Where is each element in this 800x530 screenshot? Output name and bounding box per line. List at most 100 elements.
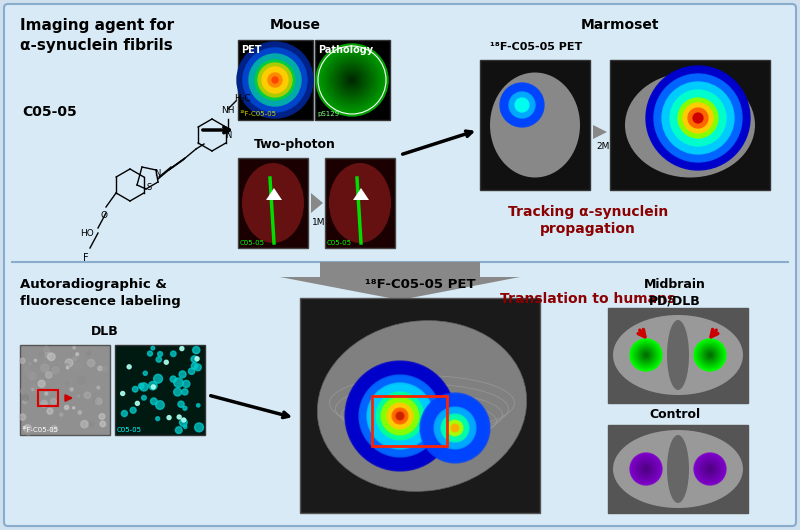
Circle shape — [696, 341, 724, 369]
Circle shape — [348, 76, 356, 84]
Ellipse shape — [667, 320, 689, 390]
Circle shape — [392, 408, 408, 424]
Circle shape — [73, 407, 74, 409]
Circle shape — [133, 386, 138, 392]
Circle shape — [178, 401, 184, 408]
Text: Mouse: Mouse — [270, 18, 321, 32]
Circle shape — [636, 345, 656, 365]
Circle shape — [332, 60, 372, 100]
Circle shape — [698, 343, 722, 367]
Circle shape — [350, 78, 354, 82]
Circle shape — [433, 406, 477, 450]
Circle shape — [150, 398, 157, 404]
Circle shape — [191, 356, 198, 363]
Circle shape — [709, 468, 711, 470]
Circle shape — [66, 383, 68, 385]
Circle shape — [372, 388, 428, 444]
Circle shape — [703, 348, 717, 362]
Circle shape — [255, 60, 295, 100]
Circle shape — [521, 104, 523, 106]
Circle shape — [647, 67, 749, 169]
Circle shape — [256, 61, 294, 99]
Circle shape — [699, 458, 721, 480]
Circle shape — [170, 376, 176, 382]
Circle shape — [246, 51, 304, 109]
Circle shape — [658, 78, 738, 158]
Circle shape — [697, 342, 723, 368]
Circle shape — [662, 82, 734, 154]
Text: Translation to humans: Translation to humans — [500, 292, 675, 306]
Circle shape — [182, 389, 188, 395]
Circle shape — [645, 468, 647, 470]
Circle shape — [674, 94, 722, 142]
Circle shape — [454, 427, 456, 429]
Circle shape — [156, 417, 160, 421]
Circle shape — [440, 413, 470, 443]
Circle shape — [699, 344, 721, 366]
Ellipse shape — [667, 435, 689, 503]
Circle shape — [359, 375, 441, 457]
Circle shape — [437, 410, 473, 446]
Polygon shape — [266, 188, 282, 200]
Circle shape — [151, 346, 154, 350]
Circle shape — [676, 96, 720, 140]
Circle shape — [260, 65, 290, 95]
Circle shape — [263, 68, 287, 92]
Text: pS129: pS129 — [317, 111, 339, 117]
Text: C05-05: C05-05 — [327, 240, 352, 246]
Circle shape — [634, 457, 658, 481]
Circle shape — [444, 417, 466, 439]
Circle shape — [685, 105, 711, 131]
Circle shape — [194, 364, 202, 371]
Circle shape — [645, 354, 647, 356]
Circle shape — [251, 56, 299, 104]
Text: C05-05: C05-05 — [117, 427, 142, 433]
Circle shape — [252, 57, 298, 103]
Circle shape — [170, 351, 176, 357]
Text: ¹⁸F-C05-05: ¹⁸F-C05-05 — [240, 111, 277, 117]
Circle shape — [428, 401, 482, 455]
Circle shape — [677, 97, 719, 139]
Bar — [238, 40, 313, 120]
Circle shape — [197, 404, 200, 407]
Circle shape — [45, 352, 51, 358]
Circle shape — [20, 358, 25, 364]
Circle shape — [369, 385, 431, 447]
Circle shape — [393, 409, 407, 423]
Circle shape — [75, 363, 82, 369]
Circle shape — [698, 457, 722, 481]
Text: H₃C: H₃C — [234, 94, 250, 103]
Circle shape — [140, 383, 148, 391]
Text: Imaging agent for
α-synuclein fibrils: Imaging agent for α-synuclein fibrils — [20, 18, 174, 53]
Circle shape — [509, 92, 535, 118]
Circle shape — [337, 65, 367, 95]
Circle shape — [513, 96, 531, 114]
Text: 2M: 2M — [596, 142, 610, 151]
Circle shape — [378, 394, 422, 438]
Bar — [608, 425, 748, 513]
Circle shape — [657, 77, 739, 159]
Circle shape — [630, 453, 662, 485]
Circle shape — [644, 467, 648, 471]
Circle shape — [651, 71, 745, 165]
Text: ¹⁸F-C05-05: ¹⁸F-C05-05 — [22, 427, 59, 433]
Circle shape — [381, 397, 419, 435]
Circle shape — [78, 376, 86, 384]
Circle shape — [641, 464, 651, 474]
Circle shape — [261, 66, 289, 94]
Circle shape — [351, 79, 353, 81]
Circle shape — [65, 359, 73, 367]
Circle shape — [653, 73, 743, 163]
Circle shape — [670, 90, 726, 146]
Circle shape — [364, 380, 436, 452]
Circle shape — [259, 64, 291, 96]
Circle shape — [706, 465, 714, 473]
Circle shape — [695, 454, 725, 484]
Circle shape — [379, 395, 421, 437]
Circle shape — [41, 364, 49, 372]
Circle shape — [688, 108, 708, 128]
Circle shape — [654, 74, 742, 162]
Circle shape — [333, 61, 371, 99]
Circle shape — [436, 409, 474, 447]
Circle shape — [421, 394, 489, 462]
